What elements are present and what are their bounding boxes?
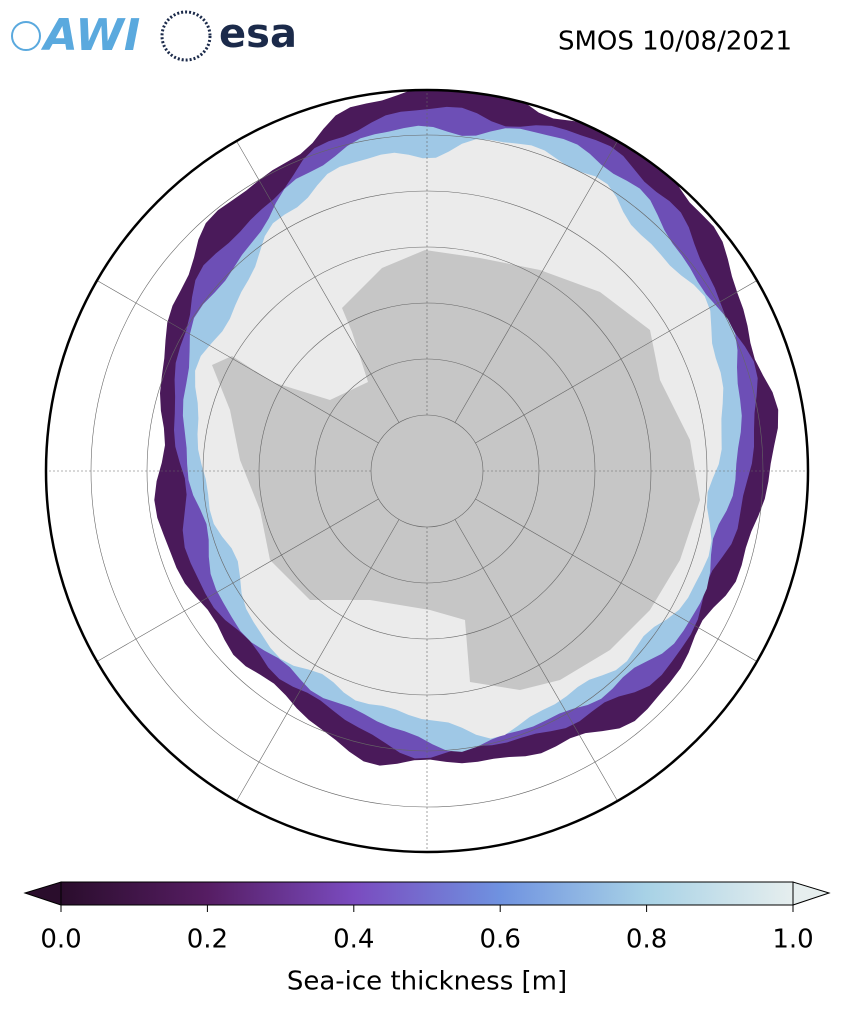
- map-frame: [44, 88, 810, 854]
- colorbar-tick-label: 0.6: [480, 925, 521, 955]
- continent: [212, 250, 700, 690]
- graticule-meridian: [454, 133, 623, 423]
- graticule-meridian: [89, 275, 379, 444]
- esa-logo: esa: [160, 10, 297, 62]
- colorbar-tick-label: 0.0: [40, 925, 81, 955]
- map: [46, 90, 808, 852]
- title: SMOS 10/08/2021: [558, 27, 792, 57]
- colorbar: [23, 881, 831, 912]
- graticule-meridian: [89, 498, 379, 667]
- awi-logo-text: AWI: [41, 10, 141, 61]
- awi-logo: AWI: [11, 10, 141, 61]
- graticule-meridian: [475, 275, 765, 444]
- graticule-meridian: [454, 519, 623, 809]
- colorbar-tick-label: 1.0: [772, 925, 813, 955]
- graticule-meridian: [475, 498, 765, 667]
- colorbar-tick-label: 0.2: [187, 925, 228, 955]
- esa-logo-text: esa: [219, 11, 297, 57]
- graticule-meridian: [231, 519, 400, 809]
- colorbar-tick-label: 0.8: [626, 925, 667, 955]
- colorbar-label: Sea-ice thickness [m]: [287, 967, 567, 997]
- graticule-meridian: [231, 133, 400, 423]
- colorbar-tick-label: 0.4: [333, 925, 374, 955]
